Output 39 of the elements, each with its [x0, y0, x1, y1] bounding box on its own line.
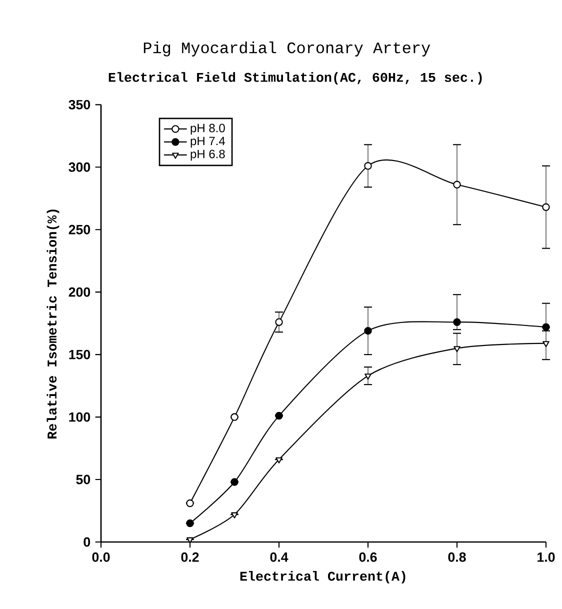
- point: [186, 537, 194, 544]
- y-tick-label: 250: [68, 224, 90, 234]
- x-tick-label: 0.8: [448, 552, 466, 562]
- legend-label: pH 8.0: [190, 124, 225, 135]
- y-tick-label: 150: [69, 350, 90, 360]
- point: [542, 341, 550, 348]
- point: [275, 318, 283, 326]
- point: [230, 413, 238, 421]
- x-tick-label: 0.2: [181, 552, 199, 562]
- y-tick-label: 50: [76, 474, 90, 484]
- chart-subtitle: Electrical Field Stimulation(AC, 60Hz, 15 sec.): [108, 72, 482, 85]
- y-tick-label: 100: [69, 412, 90, 422]
- x-tick-label: 0.4: [270, 552, 288, 562]
- chart-title: Pig Myocardial Coronary Artery: [144, 42, 430, 56]
- y-tick-label: 300: [68, 162, 90, 172]
- point: [542, 203, 550, 211]
- point: [231, 512, 238, 518]
- point: [454, 346, 460, 352]
- point: [453, 318, 461, 326]
- point: [364, 162, 372, 170]
- y-axis-title: Relative Isometric Tension(%): [46, 210, 60, 438]
- point: [275, 412, 283, 420]
- point: [542, 323, 550, 331]
- x-axis-title: Electrical Current(A): [240, 570, 406, 584]
- legend-label: pH 6.8: [190, 150, 225, 161]
- x-tick-label: 1.0: [538, 552, 555, 562]
- x-tick-label: 0.0: [92, 552, 110, 562]
- point: [186, 499, 194, 508]
- x-tick-label: 0.6: [359, 552, 377, 562]
- point: [186, 519, 194, 528]
- y-tick-label: 0: [84, 537, 90, 547]
- point: [276, 457, 282, 464]
- point: [364, 374, 372, 380]
- legend-label: pH 7.4: [190, 136, 225, 148]
- y-tick-label: 350: [68, 100, 90, 110]
- point: [364, 326, 372, 335]
- point: [453, 180, 461, 188]
- point: [230, 478, 238, 486]
- y-tick-label: 200: [68, 287, 90, 297]
